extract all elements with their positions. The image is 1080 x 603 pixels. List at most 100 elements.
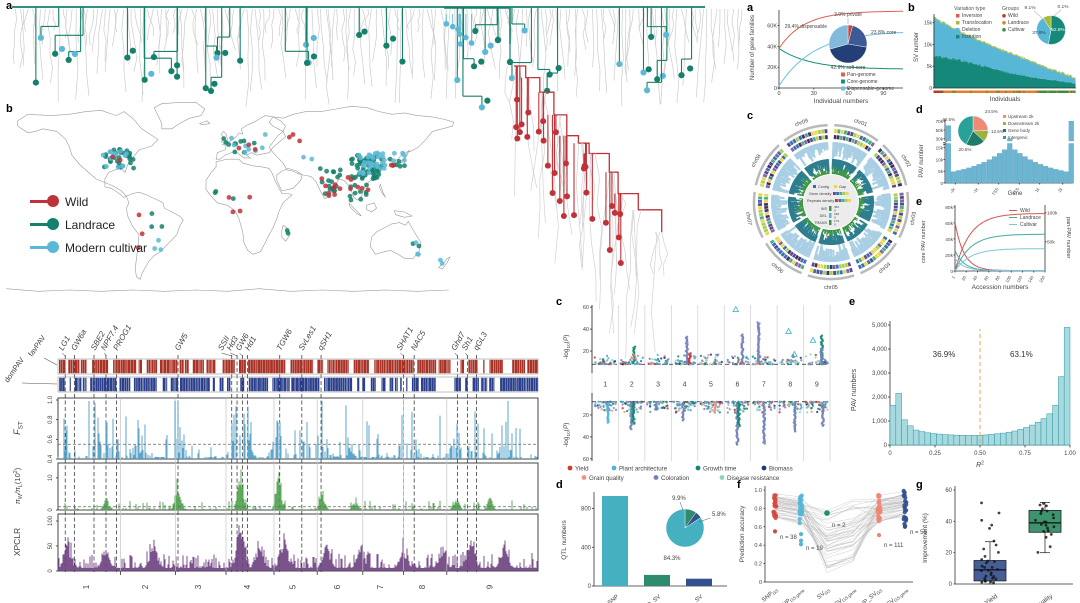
gene-density-cell [887,239,893,244]
gray-branch [664,8,675,79]
pav-tick [435,359,437,374]
gwas-point [674,362,678,365]
pav-tick [386,359,389,374]
pav-tick [326,377,328,392]
gwas-point [727,400,730,403]
gwas-point [753,403,757,406]
gray-branch [514,65,521,197]
pav-tick [62,377,65,392]
gwas-peak-triangle [732,305,740,313]
pav-tick [190,377,193,392]
gwas-peak-point [742,361,745,365]
pav-tick [84,377,86,392]
bar [950,171,956,184]
tip-dot [648,33,655,41]
gwas-point [620,359,623,362]
gwas-point [667,358,670,361]
pav-tick [147,377,149,392]
histogram-bar [1063,327,1071,446]
pav-tick [512,359,515,374]
pav-tick [324,377,326,392]
pav-tick [222,359,224,374]
gene-density-cell [783,254,788,260]
label: 60K [767,24,777,30]
gray-branch [661,232,668,276]
gwas-point [599,405,602,408]
pav-tick [74,359,78,374]
gwas-point [610,358,614,362]
bar [1007,143,1013,184]
pav-tick [95,377,98,392]
landrace-accession-dot [396,159,402,164]
landrace-accession-dot [359,176,365,181]
trait-dot [878,509,883,514]
gwas-peak-point [762,411,765,414]
pav-tick [279,377,282,392]
label: Wild [1008,13,1018,19]
label: Improvement (%) [922,513,929,563]
gwas-point [704,401,707,404]
gray-branch [480,8,486,67]
repeat-density-cell [781,155,786,160]
label: 800 [581,507,592,513]
label: 0 [834,209,836,213]
pav-tick [90,377,93,392]
gwas-point [785,361,789,364]
repeat-density-cell [795,143,800,149]
label: 37.9% [1032,30,1046,36]
pav-tick [142,377,144,392]
repeat-density-cell [774,236,780,241]
gwas-point [611,401,614,404]
bar-label: SNP [607,594,620,603]
trait-outlier-dot [798,542,804,547]
map-legend: Wild Landrace Modern cultivar [30,190,147,259]
gwas-point [773,404,776,407]
pav-tick [349,377,353,392]
label: TRANS [814,221,827,225]
gray-branch [487,8,496,69]
gray-branch [77,8,83,43]
gray-branch [191,8,199,46]
data-point [997,551,1000,554]
tip-dot [150,53,158,61]
repeat-density-cell [780,243,786,248]
label: 40 [583,327,589,333]
pav-tick [273,377,276,392]
chromosome-label: chr03 [910,211,918,226]
gray-branch [399,8,403,103]
gene-density-cell [842,269,847,274]
label: 5.8% [712,512,726,518]
tip-dot [617,259,624,266]
gwas-point [605,400,608,404]
gene-density-cell [881,246,887,252]
gene-density-cell [758,212,764,217]
gwas-point [778,404,781,407]
gray-branch [575,143,584,268]
gwas-point [700,362,704,366]
data-point [993,560,996,563]
landrace-accession-dot [348,197,354,203]
gray-branch [738,8,743,47]
tip-dot [129,47,136,54]
gwas-peak-point [735,424,738,428]
pav-tick [454,377,456,392]
gene-density-cell [765,167,771,172]
repeat-density-cell [882,235,888,241]
gene-density-cell [849,267,853,273]
gwas-point [824,403,827,406]
gene-density-cell [804,132,809,138]
gwas-point [628,362,631,365]
gwas-point [818,403,821,407]
wild-accession-dot [355,184,361,190]
repeat-density-cell [766,217,771,222]
gwas-point [639,401,643,405]
gray-branch [104,8,111,72]
gray-branch [179,8,185,88]
pav-tick [314,377,318,392]
data-point [983,566,986,569]
trait-dot [773,514,778,519]
gray-branch [654,232,663,272]
gene-density-cell [762,225,768,230]
pav-tick [240,377,242,392]
